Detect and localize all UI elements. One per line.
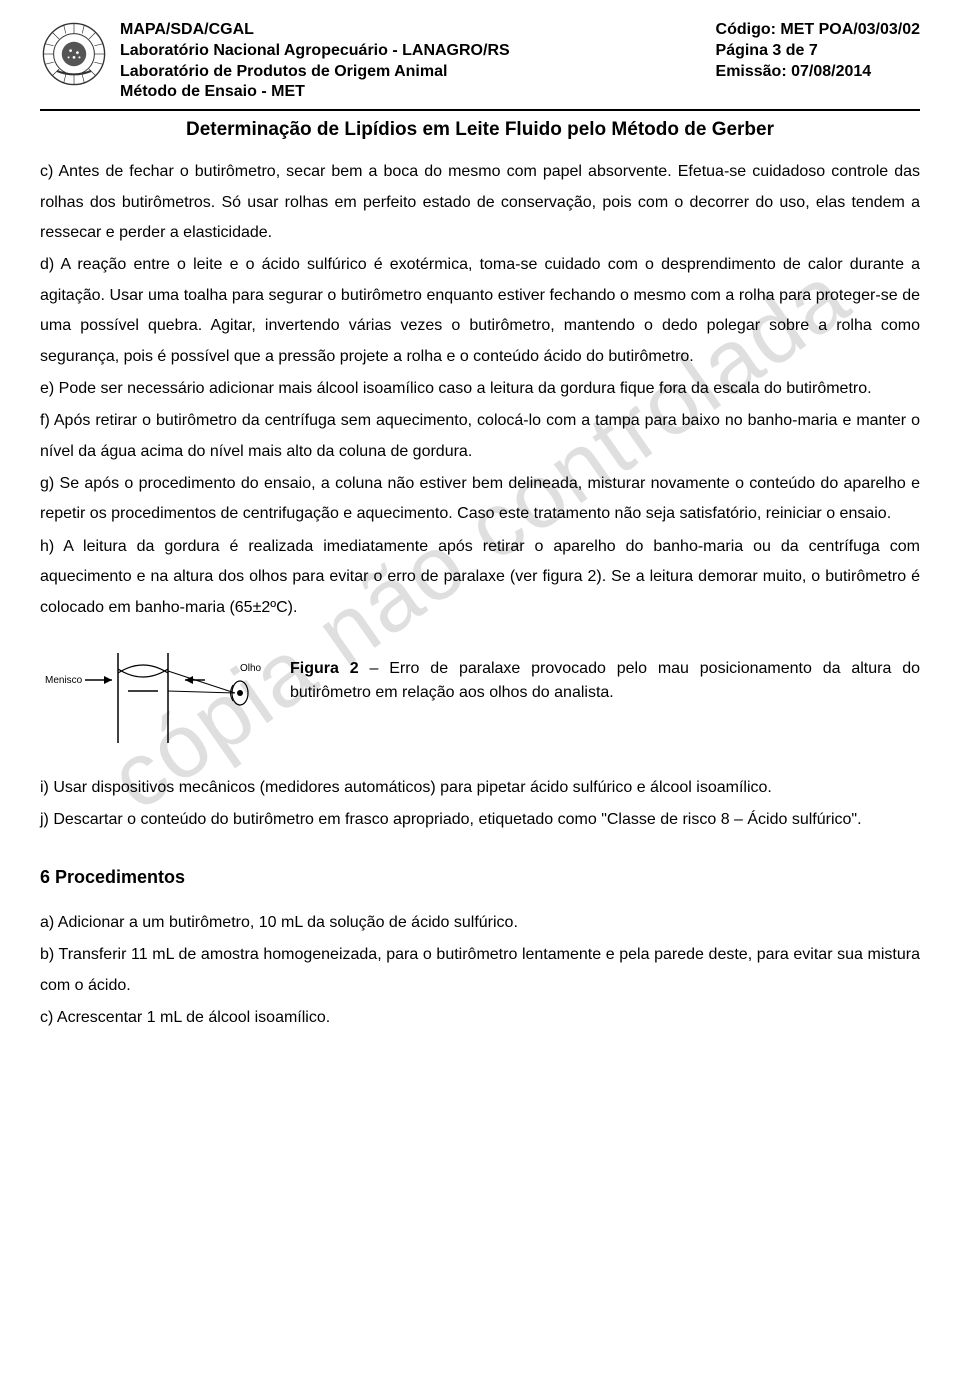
header-org-block: MAPA/SDA/CGAL Laboratório Nacional Agrop… — [120, 20, 510, 103]
header-org-line4: Método de Ensaio - MET — [120, 82, 510, 103]
figure-2-caption: Figura 2 – Erro de paralaxe provocado pe… — [290, 643, 920, 705]
brazil-seal-icon — [40, 20, 108, 88]
paragraph-d: d) A reação entre o leite e o ácido sulf… — [40, 250, 920, 372]
figure-label-menisco: Menisco — [45, 675, 83, 686]
header-org-line2: Laboratório Nacional Agropecuário - LANA… — [120, 41, 510, 62]
document-title: Determinação de Lipídios em Leite Fluido… — [40, 119, 920, 141]
figure-caption-label: Figura 2 — [290, 660, 359, 677]
section6-a: a) Adicionar a um butirômetro, 10 mL da … — [40, 908, 920, 938]
header-meta-block: Código: MET POA/03/03/02 Página 3 de 7 E… — [716, 20, 920, 82]
paragraph-j: j) Descartar o conteúdo do butirômetro e… — [40, 805, 920, 835]
section6-b: b) Transferir 11 mL de amostra homogenei… — [40, 940, 920, 1001]
section-6-heading: 6 Procedimentos — [40, 860, 920, 894]
paragraph-f: f) Após retirar o butirômetro da centríf… — [40, 406, 920, 467]
body-content: c) Antes de fechar o butirômetro, secar … — [40, 157, 920, 1033]
header-divider — [40, 109, 920, 111]
paragraph-h: h) A leitura da gordura é realizada imed… — [40, 532, 920, 623]
header-emission: Emissão: 07/08/2014 — [716, 62, 920, 83]
figure-2-block: Menisco Olho — [40, 643, 920, 753]
figure-2-diagram: Menisco Olho — [40, 643, 270, 753]
figure-label-olho: Olho — [240, 663, 262, 674]
figure-caption-text: – Erro de paralaxe provocado pelo mau po… — [290, 660, 920, 701]
paragraph-i: i) Usar dispositivos mecânicos (medidore… — [40, 773, 920, 803]
section6-c: c) Acrescentar 1 mL de álcool isoamílico… — [40, 1003, 920, 1033]
paragraph-e: e) Pode ser necessário adicionar mais ál… — [40, 374, 920, 404]
header-org-line1: MAPA/SDA/CGAL — [120, 20, 510, 41]
document-header: MAPA/SDA/CGAL Laboratório Nacional Agrop… — [40, 20, 920, 103]
header-code: Código: MET POA/03/03/02 — [716, 20, 920, 41]
paragraph-c: c) Antes de fechar o butirômetro, secar … — [40, 157, 920, 248]
paragraph-g: g) Se após o procedimento do ensaio, a c… — [40, 469, 920, 530]
header-page: Página 3 de 7 — [716, 41, 920, 62]
header-org-line3: Laboratório de Produtos de Origem Animal — [120, 62, 510, 83]
